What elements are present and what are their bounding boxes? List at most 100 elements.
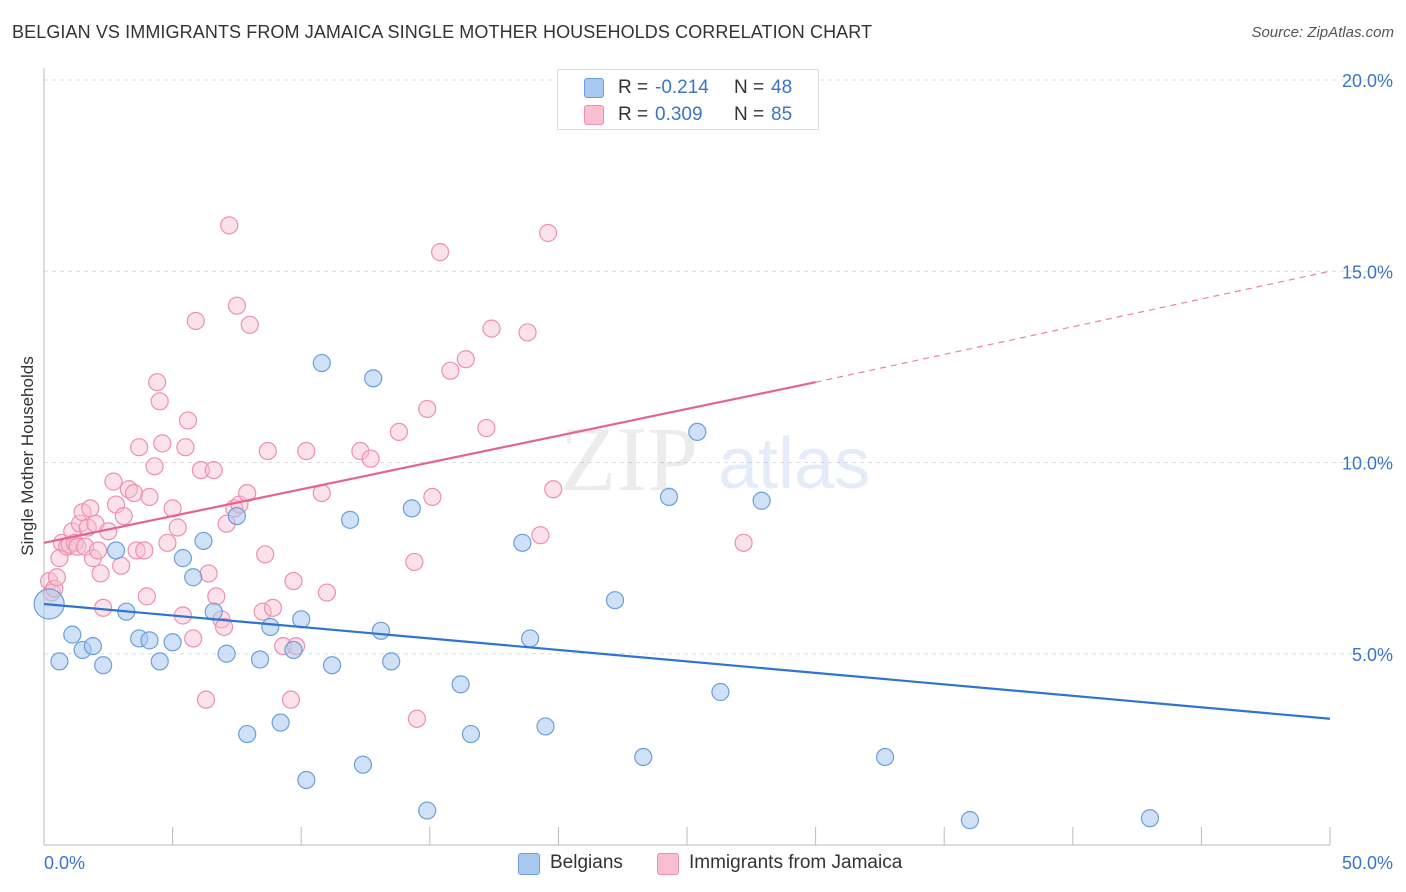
tick-labels: 5.0% 10.0% 15.0% 20.0% 0.0% 50.0% bbox=[44, 71, 1393, 873]
legend-r-value-jamaica: 0.309 bbox=[655, 104, 703, 125]
belgians-point bbox=[150, 652, 169, 671]
jamaica-point bbox=[544, 480, 563, 499]
jamaica-point bbox=[186, 311, 205, 331]
belgians-point bbox=[271, 713, 290, 732]
jamaica-point bbox=[47, 568, 66, 587]
jamaica-point bbox=[423, 487, 442, 507]
belgians-point bbox=[297, 770, 316, 790]
jamaica-point bbox=[405, 552, 424, 572]
belgians-point bbox=[173, 549, 192, 568]
belgians-point bbox=[217, 644, 236, 663]
belgians-point bbox=[250, 650, 270, 669]
legend-n-label-belgians: N = bbox=[734, 77, 765, 98]
legend-swatch-belgians bbox=[584, 78, 604, 98]
correlation-legend: R = -0.214 N = 48 R = 0.309 N = 85 bbox=[557, 69, 819, 130]
jamaica-point bbox=[263, 598, 283, 617]
belgians-point bbox=[536, 717, 555, 736]
jamaica-point bbox=[456, 350, 475, 369]
belgians-point bbox=[1140, 809, 1160, 828]
jamaica-point bbox=[137, 587, 156, 606]
belgians-point bbox=[634, 747, 653, 767]
jamaica-point bbox=[361, 449, 380, 468]
y-tick-label: 5.0% bbox=[1352, 645, 1393, 665]
jamaica-point bbox=[281, 690, 301, 709]
jamaica-point bbox=[477, 418, 496, 438]
belgians-point bbox=[292, 610, 311, 629]
belgians-point bbox=[163, 633, 182, 652]
jamaica-point bbox=[284, 571, 303, 591]
series-belgians-points bbox=[33, 353, 1160, 830]
jamaica-point bbox=[220, 216, 239, 235]
belgians-point bbox=[752, 491, 771, 510]
belgians-point bbox=[605, 591, 625, 610]
belgians-point bbox=[382, 652, 401, 671]
jamaica-point bbox=[176, 438, 195, 457]
jamaica-point bbox=[68, 537, 87, 556]
jamaica-point bbox=[297, 441, 316, 461]
jamaica-point bbox=[178, 411, 198, 430]
y-axis-label: Single Mother Households bbox=[18, 356, 37, 556]
jamaica-point bbox=[191, 461, 210, 480]
belgians-point bbox=[364, 369, 383, 388]
trend-lines bbox=[43, 270, 1331, 720]
jamaica-point bbox=[207, 587, 226, 606]
jamaica-point bbox=[518, 323, 537, 342]
y-tick-label: 15.0% bbox=[1342, 262, 1393, 282]
bottom-legend-swatch-jamaica bbox=[657, 853, 679, 875]
belgians-point bbox=[711, 682, 730, 702]
jamaica-point bbox=[184, 629, 203, 648]
belgians-point bbox=[184, 568, 203, 587]
jamaica-point bbox=[104, 472, 123, 491]
belgians-point bbox=[227, 506, 246, 526]
legend-n-value-belgians: 48 bbox=[771, 77, 793, 98]
belgians-point bbox=[238, 724, 257, 744]
belgians-point bbox=[63, 625, 82, 644]
jamaica-point bbox=[531, 526, 550, 545]
legend-r-value-belgians: -0.214 bbox=[655, 77, 709, 98]
jamaica-point bbox=[168, 518, 187, 537]
jamaica-point bbox=[430, 243, 450, 262]
y-tick-label: 20.0% bbox=[1342, 71, 1393, 91]
belgians-point bbox=[284, 640, 303, 660]
jamaica-point bbox=[227, 296, 246, 315]
jamaica-point bbox=[88, 541, 108, 560]
jamaica-point bbox=[482, 319, 501, 338]
trend-line-jamaica bbox=[43, 381, 816, 544]
belgians-point bbox=[106, 541, 126, 560]
jamaica-point bbox=[124, 484, 144, 503]
jamaica-point bbox=[135, 541, 154, 560]
jamaica-point bbox=[539, 223, 558, 243]
jamaica-point bbox=[114, 506, 133, 526]
jamaica-point bbox=[158, 533, 177, 552]
jamaica-point bbox=[112, 556, 131, 575]
belgians-point bbox=[371, 621, 391, 640]
legend-r-label-jamaica: R = bbox=[618, 104, 649, 125]
belgians-point bbox=[353, 755, 373, 774]
belgians-point bbox=[659, 487, 679, 507]
source-label: Source: ZipAtlas.com bbox=[1251, 24, 1394, 41]
legend-n-value-jamaica: 85 bbox=[771, 104, 793, 125]
watermark: ZIP atlas bbox=[560, 408, 870, 510]
belgians-point bbox=[50, 652, 69, 671]
jamaica-point bbox=[441, 361, 460, 380]
belgians-point bbox=[340, 510, 360, 529]
watermark-atlas: atlas bbox=[718, 424, 870, 504]
y-tick-label: 10.0% bbox=[1342, 454, 1393, 474]
trend-line-belgians bbox=[43, 602, 1331, 720]
belgians-point bbox=[140, 631, 159, 650]
series-jamaica-points bbox=[40, 216, 753, 728]
axes bbox=[43, 68, 1331, 846]
legend-n-label-jamaica: N = bbox=[734, 104, 765, 125]
belgians-point bbox=[513, 533, 532, 552]
jamaica-point bbox=[256, 545, 275, 564]
belgians-point bbox=[960, 811, 980, 830]
trend-line-jamaica-extension bbox=[815, 270, 1331, 383]
bottom-legend-swatch-belgians bbox=[518, 853, 540, 875]
belgians-point bbox=[875, 747, 895, 767]
belgians-point bbox=[261, 617, 280, 637]
belgians-point bbox=[688, 422, 707, 441]
belgians-point bbox=[94, 656, 113, 675]
jamaica-point bbox=[145, 457, 164, 476]
jamaica-point bbox=[389, 422, 409, 441]
jamaica-point bbox=[214, 617, 234, 637]
